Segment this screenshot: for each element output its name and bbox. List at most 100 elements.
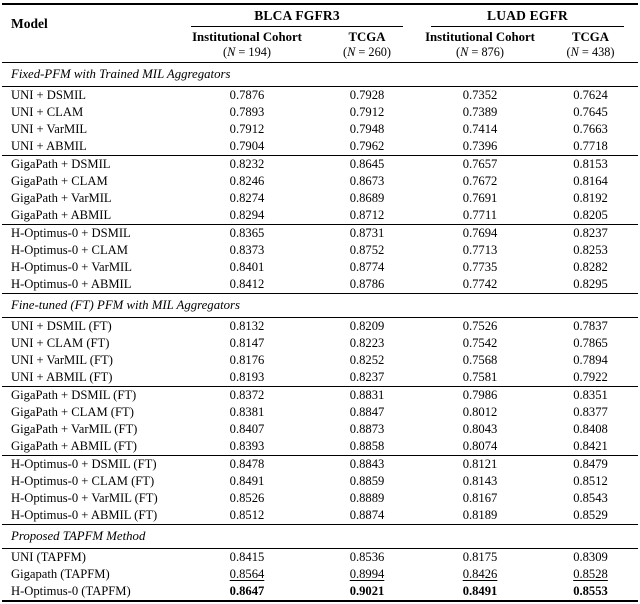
- auc-value-text: 0.8175: [462, 550, 498, 564]
- auc-value-text: 0.8786: [349, 277, 385, 291]
- auc-value-text: 0.8373: [229, 243, 265, 257]
- auc-value: 0.8043: [417, 421, 543, 438]
- auc-value-text: 0.8074: [462, 439, 498, 453]
- subcol-n: (N = 260): [317, 45, 417, 59]
- auc-value-text: 0.8564: [229, 567, 265, 581]
- table-row: GigaPath + DSMIL 0.8232 0.8645 0.7657 0.8153: [2, 155, 639, 173]
- auc-value-text: 0.8167: [462, 491, 498, 505]
- auc-value: 0.7742: [417, 276, 543, 294]
- auc-value: 0.7645: [543, 104, 638, 121]
- auc-value-text: 0.8731: [349, 226, 385, 240]
- auc-value-text: 0.7691: [462, 191, 498, 205]
- auc-value: 0.8232: [177, 155, 317, 173]
- table-row: GigaPath + CLAM (FT) 0.8381 0.8847 0.8012 0.…: [2, 404, 638, 421]
- subcol-label: Institutional Cohort: [192, 30, 302, 44]
- model-name: H-Optimus-0 + ABMIL: [11, 277, 132, 291]
- n-paren: (: [566, 45, 571, 59]
- auc-value: 0.7389: [417, 104, 543, 121]
- subcol-n: (N = 194): [177, 45, 317, 59]
- model-name: H-Optimus-0 + CLAM (FT): [11, 474, 155, 488]
- auc-value: 0.7948: [317, 121, 417, 138]
- auc-value-text: 0.8393: [229, 439, 265, 453]
- auc-value-text: 0.8831: [349, 388, 385, 402]
- table-row: UNI + ABMIL (FT) 0.8193 0.8237 0.7581 0.7922: [2, 369, 638, 387]
- auc-value-text: 0.8401: [229, 260, 265, 274]
- auc-value: 0.8147: [177, 335, 317, 352]
- subcolumn-header-row: Institutional Cohort (N = 194) TCGA (N =…: [2, 27, 639, 63]
- model-name: H-Optimus-0 + VarMIL (FT): [11, 491, 158, 505]
- auc-value-text: 0.8752: [349, 243, 385, 257]
- auc-value: 0.8994: [317, 566, 417, 583]
- auc-value: 0.8274: [177, 190, 317, 207]
- auc-value: 0.8512: [177, 507, 317, 525]
- auc-value-text: 0.8193: [229, 370, 265, 384]
- auc-value: 0.8889: [317, 490, 417, 507]
- model-name: GigaPath + CLAM: [11, 174, 108, 188]
- subcol-label: TCGA: [348, 30, 386, 44]
- table-row: UNI + DSMIL (FT) 0.8132 0.8209 0.7526 0.7837: [2, 318, 638, 336]
- table-row: H-Optimus-0 + ABMIL 0.8412 0.8786 0.7742 0.8…: [2, 276, 638, 294]
- auc-value-text: 0.8858: [349, 439, 385, 453]
- auc-value: 0.7657: [417, 155, 544, 173]
- auc-value-text: 0.8526: [229, 491, 265, 505]
- auc-value: 0.8843: [317, 455, 418, 473]
- auc-value: 0.8543: [543, 490, 638, 507]
- auc-value: 0.8858: [317, 438, 417, 456]
- table-row: GigaPath + ABMIL (FT) 0.8393 0.8858 0.8074 0…: [2, 438, 638, 456]
- auc-value: 0.8647: [177, 583, 317, 601]
- table-row: UNI + CLAM 0.7893 0.7912 0.7389 0.7645: [2, 104, 638, 121]
- auc-value: 0.7581: [417, 369, 543, 387]
- model-name: H-Optimus-0 + DSMIL (FT): [2, 455, 177, 473]
- col-header-luad-institutional: Institutional Cohort (N = 876): [417, 27, 544, 63]
- auc-value-text: 0.8143: [462, 474, 498, 488]
- auc-value-text: 0.8512: [573, 474, 608, 488]
- auc-value: 0.8536: [317, 549, 417, 567]
- auc-value: 0.7837: [543, 318, 638, 336]
- auc-value-text: 0.8536: [349, 550, 385, 564]
- model-name: UNI + DSMIL: [11, 88, 86, 102]
- auc-value: 0.9021: [317, 583, 417, 601]
- auc-value-text: 0.7865: [573, 336, 608, 350]
- section-header-row: Proposed TAPFM Method: [2, 524, 639, 549]
- auc-value: 0.8237: [543, 224, 639, 242]
- auc-value: 0.8407: [177, 421, 317, 438]
- auc-value-text: 0.8237: [573, 226, 608, 240]
- auc-value: 0.8689: [317, 190, 417, 207]
- n-value: = 194): [235, 45, 271, 59]
- auc-value-text: 0.7962: [349, 139, 385, 153]
- auc-value: 0.8252: [317, 352, 417, 369]
- auc-value-text: 0.8994: [349, 567, 385, 581]
- auc-value: 0.8176: [177, 352, 317, 369]
- auc-value: 0.8401: [177, 259, 317, 276]
- auc-value: 0.8564: [177, 566, 317, 583]
- model-name: GigaPath + DSMIL: [2, 155, 177, 173]
- results-table: Model BLCA FGFR3 LUAD EGFR Institutional…: [2, 3, 639, 602]
- auc-value: 0.8408: [543, 421, 638, 438]
- auc-value: 0.7735: [417, 259, 543, 276]
- auc-value-text: 0.7735: [462, 260, 498, 274]
- subcol-label: TCGA: [572, 30, 609, 44]
- auc-value-text: 0.8351: [573, 388, 608, 402]
- table-row: UNI + ABMIL 0.7904 0.7962 0.7396 0.7718: [2, 138, 638, 156]
- table-row: H-Optimus-0 + DSMIL 0.8365 0.8731 0.7694 0.8…: [2, 224, 639, 242]
- n-paren: (: [223, 45, 228, 59]
- auc-value-text: 0.8647: [229, 584, 265, 598]
- n-paren: (: [456, 45, 461, 59]
- auc-value: 0.7396: [417, 138, 543, 156]
- auc-value: 0.8478: [177, 455, 317, 473]
- auc-value: 0.8373: [177, 242, 317, 259]
- auc-value: 0.8712: [317, 207, 417, 225]
- section-title: Proposed TAPFM Method: [2, 524, 639, 549]
- auc-value-text: 0.7928: [349, 88, 385, 102]
- auc-value-text: 0.8408: [573, 422, 608, 436]
- section-header-row: Fixed-PFM with Trained MIL Aggregators: [2, 62, 639, 87]
- auc-value: 0.7922: [543, 369, 638, 387]
- auc-value-text: 0.7922: [573, 370, 608, 384]
- auc-value-text: 0.8479: [573, 457, 608, 471]
- auc-value: 0.7962: [317, 138, 417, 156]
- auc-value-text: 0.8209: [349, 319, 385, 333]
- n-paren: (: [343, 45, 348, 59]
- auc-value-text: 0.7581: [462, 370, 498, 384]
- table-row: UNI (TAPFM) 0.8415 0.8536 0.8175 0.8309: [2, 549, 638, 567]
- auc-value: 0.8381: [177, 404, 317, 421]
